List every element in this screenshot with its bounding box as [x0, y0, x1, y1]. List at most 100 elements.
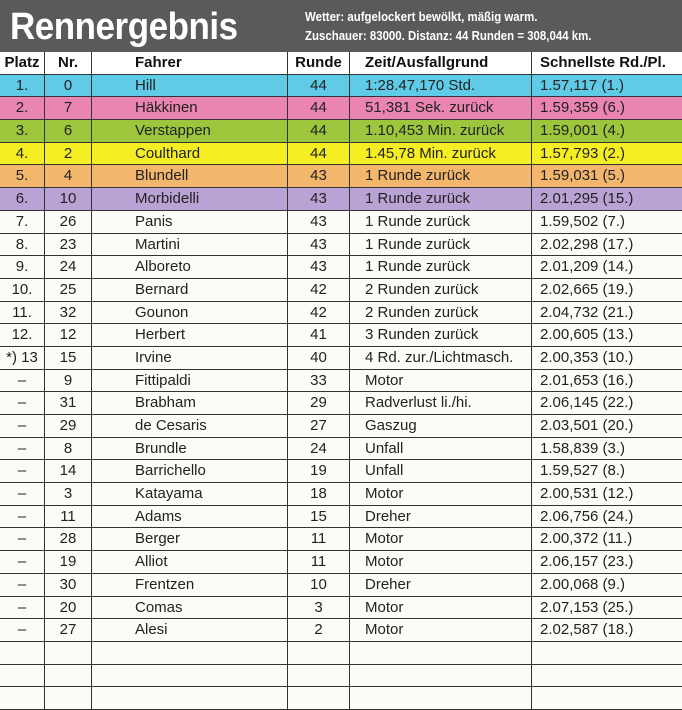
cell-schnellste: 2.02,298 (17.) [540, 235, 634, 253]
cell-schnellste: 2.00,372 (11.) [540, 530, 633, 548]
empty-cell [0, 687, 45, 709]
cell-zeit: 1 Runde zurück [350, 188, 532, 210]
cell-fahrer: Alboreto [92, 256, 288, 278]
cell-platz: – [0, 505, 45, 528]
cell-runde: 29 [288, 392, 350, 414]
cell-fahrer: Brabham [92, 392, 288, 414]
cell-zeit: Unfall [350, 437, 532, 460]
cell-nr: 14 [45, 460, 92, 483]
cell-runde: 44 [288, 74, 350, 97]
table-row: 12. 12 Herbert 41 3 Runden zurück 2.00,605 (1… [0, 324, 682, 347]
table-row: –9 Fittipaldi 33 Motor 2.01,653 (16.) [0, 369, 682, 393]
empty-cell [45, 641, 92, 664]
title-banner: Rennergebnis Wetter: aufgelockert bewölk… [0, 0, 682, 52]
cell-platz: 3. [0, 120, 45, 142]
empty-cell [288, 687, 350, 709]
cell-zeit: Motor [350, 483, 532, 505]
cell-zeit: 1 Runde zurück [350, 210, 532, 233]
cell-fahrer: Hill [92, 74, 288, 97]
cell-schnellste: 1.57,117 (1.) [540, 76, 624, 94]
cell-zeit: Motor [350, 369, 532, 392]
cell-runde: 18 [288, 483, 350, 505]
cell-schnellste: 2.00,353 (10.) [540, 348, 634, 366]
cell-zeit: 2 Runden zurück [350, 278, 532, 301]
empty-cell [288, 664, 350, 687]
column-header-zeit: Zeit/Ausfallgrund [350, 52, 532, 74]
cell-fahrer: Morbidelli [92, 188, 288, 210]
cell-platz: 5. [0, 165, 45, 188]
cell-platz: – [0, 437, 45, 460]
cell-platz: – [0, 551, 45, 573]
cell-schnellste: 1.59,527 (8.) [540, 462, 626, 480]
column-header-platz: Platz [0, 52, 45, 74]
cell-nr: 2 [45, 142, 92, 165]
empty-cell [350, 687, 532, 709]
cell-nr: 6 [45, 120, 92, 142]
table-row: –14 Barrichello 19 Unfall 1.59,527 (8.) [0, 460, 682, 484]
empty-cell [92, 641, 288, 664]
cell-runde: 43 [288, 233, 350, 256]
cell-runde: 40 [288, 346, 350, 369]
cell-runde: 43 [288, 165, 350, 188]
empty-cell [45, 664, 92, 687]
cell-platz: 8. [0, 233, 45, 256]
cell-fahrer: Barrichello [92, 460, 288, 483]
cell-nr: 28 [45, 528, 92, 551]
cell-platz: – [0, 369, 45, 392]
cell-nr: 12 [45, 324, 92, 346]
empty-cell [92, 664, 288, 687]
cell-zeit: 1.45,78 Min. zurück [350, 142, 532, 165]
cell-fahrer: Comas [92, 596, 288, 619]
cell-runde: 15 [288, 505, 350, 528]
cell-platz: 2. [0, 97, 45, 120]
table-row: –29 de Cesaris 27 Gaszug 2.03,501 (20.) [0, 415, 682, 438]
cell-platz: – [0, 415, 45, 437]
table-row: *) 13 15 Irvine 40 4 Rd. zur./Lichtmasch. 2.0… [0, 346, 682, 370]
table-row: 4. 2 Coulthard 44 1.45,78 Min. zurück 1.57,79… [0, 142, 682, 166]
table-row: 7. 26 Panis 43 1 Runde zurück 1.59,502 (7.) [0, 210, 682, 234]
cell-schnellste: 2.00,605 (13.) [540, 326, 634, 344]
cell-schnellste: 1.59,001 (4.) [540, 122, 626, 140]
table-row: –27 Alesi 2 Motor 2.02,587 (18.) [0, 619, 682, 642]
cell-fahrer: Alesi [92, 619, 288, 641]
cell-runde: 42 [288, 278, 350, 301]
table-row: 11. 32 Gounon 42 2 Runden zurück 2.04,732 (21… [0, 301, 682, 325]
cell-runde: 44 [288, 120, 350, 142]
cell-zeit: 1 Runde zurück [350, 256, 532, 278]
empty-cell [92, 687, 288, 709]
empty-cell [350, 641, 532, 664]
race-info: Zuschauer: 83000. Distanz: 44 Runden = 3… [305, 28, 592, 43]
cell-zeit: Motor [350, 528, 532, 551]
table-row: 5. 4 Blundell 43 1 Runde zurück 1.59,031 (5.) [0, 165, 682, 189]
cell-runde: 11 [288, 528, 350, 551]
cell-fahrer: Berger [92, 528, 288, 551]
cell-fahrer: Katayama [92, 483, 288, 505]
cell-zeit: Unfall [350, 460, 532, 483]
cell-platz: – [0, 619, 45, 641]
cell-nr: 20 [45, 596, 92, 619]
cell-platz: – [0, 392, 45, 414]
table-row: –8 Brundle 24 Unfall 1.58,839 (3.) [0, 437, 682, 461]
cell-schnellste: 2.04,732 (21.) [540, 303, 634, 321]
cell-schnellste: 2.01,653 (16.) [540, 371, 634, 389]
table-row: 9. 24 Alboreto 43 1 Runde zurück 2.01,209 (14… [0, 256, 682, 279]
cell-nr: 9 [45, 369, 92, 392]
cell-nr: 26 [45, 210, 92, 233]
cell-fahrer: Irvine [92, 346, 288, 369]
cell-fahrer: Frentzen [92, 573, 288, 596]
cell-zeit: Motor [350, 596, 532, 619]
cell-fahrer: Herbert [92, 324, 288, 346]
table-row: –20 Comas 3 Motor 2.07,153 (25.) [0, 596, 682, 620]
cell-fahrer: Gounon [92, 301, 288, 324]
cell-zeit: 3 Runden zurück [350, 324, 532, 346]
cell-platz: 6. [0, 188, 45, 210]
cell-platz: – [0, 483, 45, 505]
page-title: Rennergebnis [10, 6, 238, 48]
cell-nr: 19 [45, 551, 92, 573]
table-row: 1. 0 Hill 44 1:28.47,170 Std. 1.57,117 (1.) [0, 74, 682, 98]
cell-zeit: 4 Rd. zur./Lichtmasch. [350, 346, 532, 369]
column-header-nr: Nr. [45, 52, 92, 74]
cell-runde: 19 [288, 460, 350, 483]
cell-fahrer: Brundle [92, 437, 288, 460]
cell-fahrer: de Cesaris [92, 415, 288, 437]
